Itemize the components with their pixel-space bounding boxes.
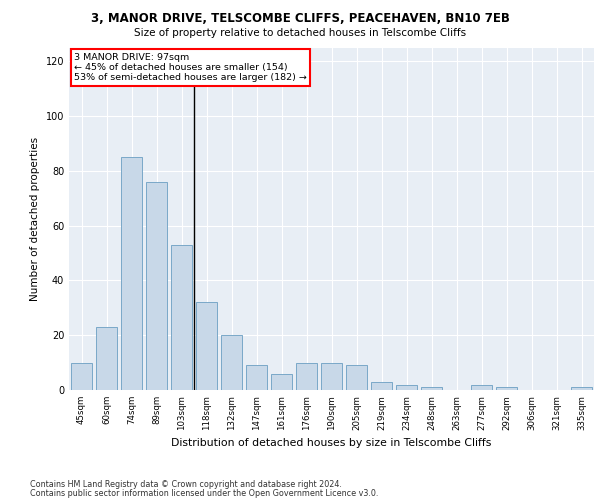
Bar (296, 362, 317, 390)
Bar (146, 182, 167, 390)
Bar (96, 327, 117, 390)
Text: Contains HM Land Registry data © Crown copyright and database right 2024.: Contains HM Land Registry data © Crown c… (30, 480, 342, 489)
Bar (321, 362, 342, 390)
Bar (571, 388, 592, 390)
Text: Size of property relative to detached houses in Telscombe Cliffs: Size of property relative to detached ho… (134, 28, 466, 38)
Y-axis label: Number of detached properties: Number of detached properties (30, 136, 40, 301)
Bar (196, 302, 217, 390)
Bar (396, 384, 417, 390)
X-axis label: Distribution of detached houses by size in Telscombe Cliffs: Distribution of detached houses by size … (172, 438, 491, 448)
Bar (421, 388, 442, 390)
Text: 3 MANOR DRIVE: 97sqm
← 45% of detached houses are smaller (154)
53% of semi-deta: 3 MANOR DRIVE: 97sqm ← 45% of detached h… (74, 52, 307, 82)
Bar (221, 335, 242, 390)
Bar (371, 382, 392, 390)
Bar (496, 388, 517, 390)
Bar (171, 245, 192, 390)
Text: 3, MANOR DRIVE, TELSCOMBE CLIFFS, PEACEHAVEN, BN10 7EB: 3, MANOR DRIVE, TELSCOMBE CLIFFS, PEACEH… (91, 12, 509, 26)
Text: Contains public sector information licensed under the Open Government Licence v3: Contains public sector information licen… (30, 488, 379, 498)
Bar (121, 157, 142, 390)
Bar (71, 362, 92, 390)
Bar (471, 384, 492, 390)
Bar (346, 366, 367, 390)
Bar (246, 366, 267, 390)
Bar (271, 374, 292, 390)
